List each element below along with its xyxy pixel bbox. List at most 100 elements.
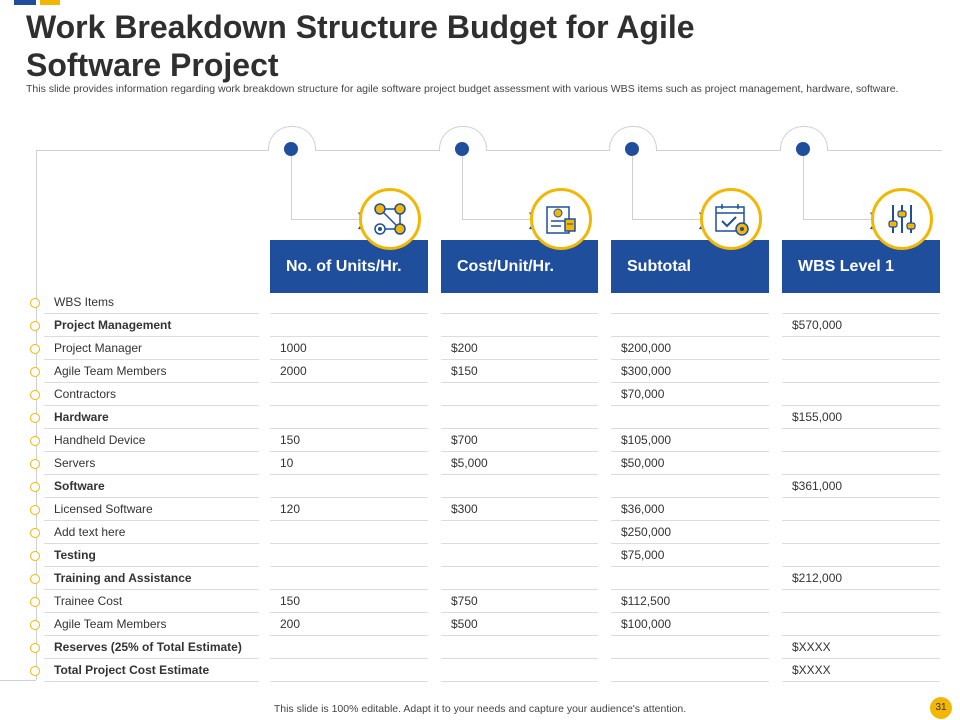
workflow-icon xyxy=(359,188,421,250)
table-cell xyxy=(782,361,940,383)
page-number: 31 xyxy=(930,697,952,719)
table-cell xyxy=(270,568,428,590)
page-subtitle: This slide provides information regardin… xyxy=(26,83,899,95)
row-bullet-icon xyxy=(30,643,40,653)
accent-bar-yellow xyxy=(40,0,60,5)
table-cell: $150 xyxy=(441,361,598,383)
table-cell: $300,000 xyxy=(611,361,769,383)
table-cell: $361,000 xyxy=(782,476,940,498)
row-label: Handheld Device xyxy=(44,430,259,452)
table-cell xyxy=(611,292,769,314)
table-cell: $70,000 xyxy=(611,384,769,406)
row-label: Contractors xyxy=(44,384,259,406)
accent-bar-blue xyxy=(14,0,36,5)
column-header: WBS Level 1 xyxy=(782,240,940,293)
table-cell xyxy=(441,292,598,314)
table-cell xyxy=(441,476,598,498)
footer-note: This slide is 100% editable. Adapt it to… xyxy=(273,703,687,715)
row-label: Project Manager xyxy=(44,338,259,360)
frame-top-line xyxy=(36,150,942,151)
table-cell xyxy=(441,522,598,544)
table-cell xyxy=(782,522,940,544)
table-cell xyxy=(441,545,598,567)
table-cell xyxy=(782,545,940,567)
row-bullet-icon xyxy=(30,597,40,607)
table-cell: 120 xyxy=(270,499,428,521)
table-cell xyxy=(441,568,598,590)
table-cell xyxy=(611,660,769,682)
table-cell xyxy=(611,637,769,659)
table-cell: $XXXX xyxy=(782,660,940,682)
row-label: Servers xyxy=(44,453,259,475)
row-label: Training and Assistance xyxy=(44,568,259,590)
table-cell: 2000 xyxy=(270,361,428,383)
row-bullet-icon xyxy=(30,551,40,561)
table-cell xyxy=(441,384,598,406)
row-label: Testing xyxy=(44,545,259,567)
table-cell: $200,000 xyxy=(611,338,769,360)
table-cell xyxy=(611,568,769,590)
table-cell xyxy=(611,315,769,337)
frame-bottom-line xyxy=(0,680,36,681)
table-cell xyxy=(782,430,940,452)
calendar-check-icon xyxy=(700,188,762,250)
row-label: Add text here xyxy=(44,522,259,544)
table-cell: 200 xyxy=(270,614,428,636)
table-cell xyxy=(782,614,940,636)
row-bullet-icon xyxy=(30,298,40,308)
row-bullet-icon xyxy=(30,482,40,492)
row-bullet-icon xyxy=(30,390,40,400)
table-cell: 1000 xyxy=(270,338,428,360)
row-label: WBS Items xyxy=(44,292,259,314)
table-cell: $5,000 xyxy=(441,453,598,475)
table-cell: $50,000 xyxy=(611,453,769,475)
row-bullet-icon xyxy=(30,459,40,469)
table-cell xyxy=(611,407,769,429)
table-cell xyxy=(782,591,940,613)
row-bullet-icon xyxy=(30,528,40,538)
table-cell xyxy=(611,476,769,498)
table-cell: $XXXX xyxy=(782,637,940,659)
table-cell xyxy=(270,522,428,544)
table-cell xyxy=(782,292,940,314)
column-dot xyxy=(455,142,469,156)
row-bullet-icon xyxy=(30,574,40,584)
table-cell xyxy=(441,637,598,659)
table-cell xyxy=(441,407,598,429)
table-cell: $105,000 xyxy=(611,430,769,452)
column-connector xyxy=(632,156,708,220)
table-cell xyxy=(441,660,598,682)
row-bullet-icon xyxy=(30,436,40,446)
column-dot xyxy=(625,142,639,156)
row-bullet-icon xyxy=(30,620,40,630)
table-cell: 150 xyxy=(270,430,428,452)
table-cell xyxy=(270,315,428,337)
row-bullet-icon xyxy=(30,413,40,423)
table-cell: $212,000 xyxy=(782,568,940,590)
row-bullet-icon xyxy=(30,666,40,676)
table-cell: 150 xyxy=(270,591,428,613)
table-cell xyxy=(270,384,428,406)
table-cell xyxy=(782,338,940,360)
row-label: Hardware xyxy=(44,407,259,429)
table-cell: $112,500 xyxy=(611,591,769,613)
table-cell xyxy=(270,545,428,567)
table-cell: $750 xyxy=(441,591,598,613)
table-cell xyxy=(270,660,428,682)
row-bullet-icon xyxy=(30,367,40,377)
row-label: Agile Team Members xyxy=(44,614,259,636)
row-label: Licensed Software xyxy=(44,499,259,521)
table-cell: $570,000 xyxy=(782,315,940,337)
table-cell: $100,000 xyxy=(611,614,769,636)
page-title: Work Breakdown Structure Budget for Agil… xyxy=(26,9,695,83)
table-cell: $200 xyxy=(441,338,598,360)
table-cell: $75,000 xyxy=(611,545,769,567)
column-header: Cost/Unit/Hr. xyxy=(441,240,598,293)
invoice-icon xyxy=(530,188,592,250)
table-cell xyxy=(782,499,940,521)
table-cell xyxy=(270,637,428,659)
column-header: Subtotal xyxy=(611,240,769,293)
column-connector xyxy=(803,156,879,220)
row-bullet-icon xyxy=(30,321,40,331)
row-bullet-icon xyxy=(30,344,40,354)
